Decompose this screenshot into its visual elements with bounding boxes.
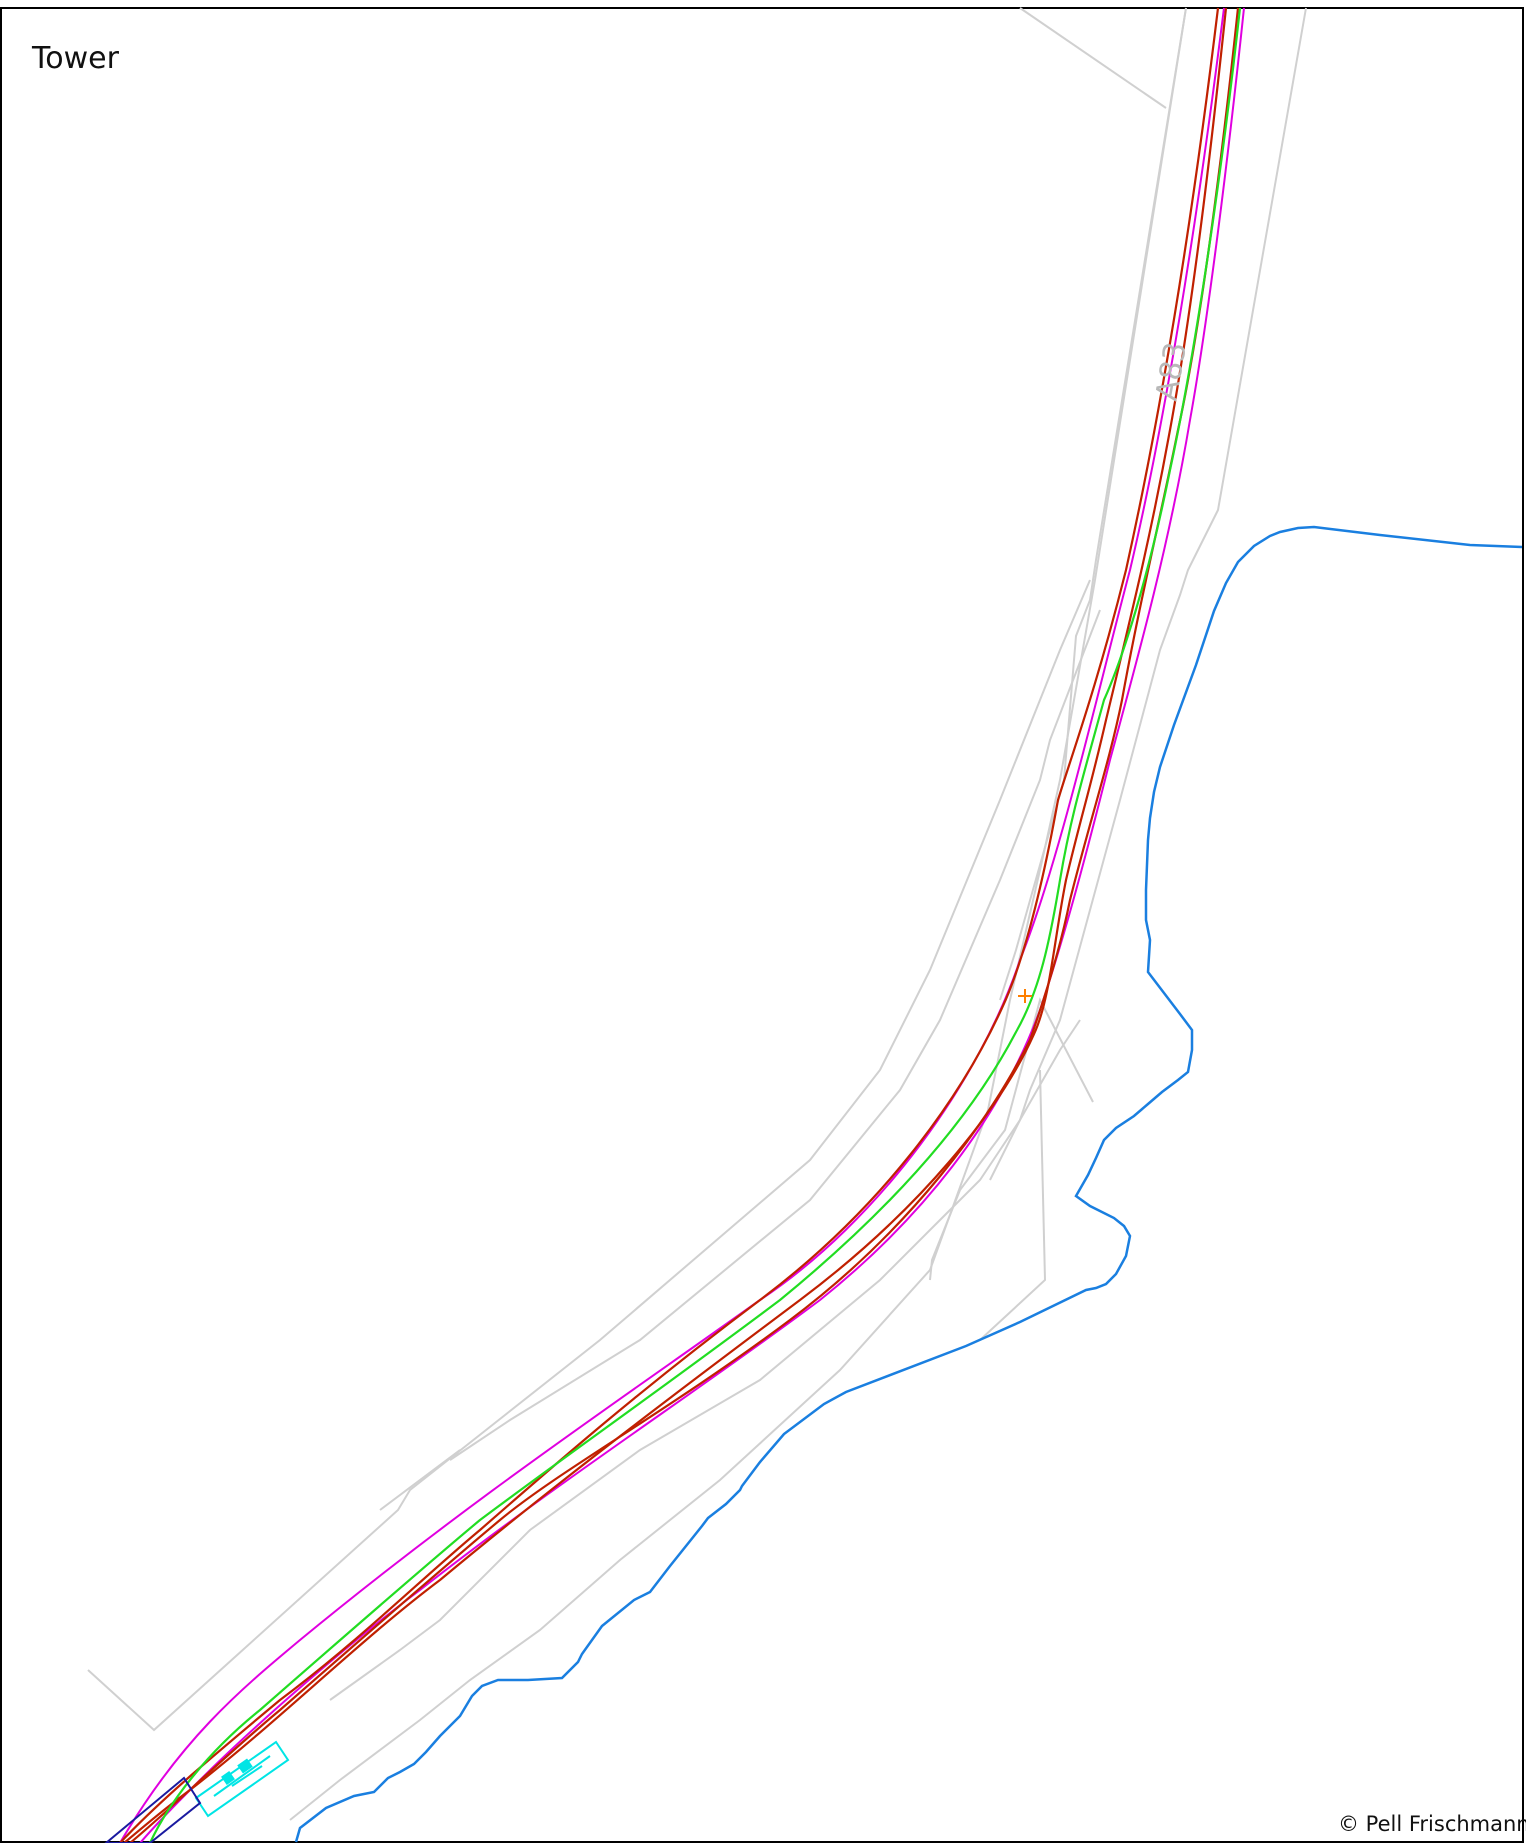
map-title: Tower — [31, 41, 120, 76]
watercourse-line — [294, 525, 1523, 1843]
centre-line — [149, 7, 1242, 1843]
frame-box — [104, 1776, 202, 1843]
context-lines — [87, 7, 1307, 1821]
plus-cross-icon — [1018, 989, 1032, 1003]
copyright-notice: © Pell Frischmann — [1338, 1812, 1526, 1836]
map-border — [0, 7, 1524, 1843]
structure — [194, 1740, 290, 1818]
